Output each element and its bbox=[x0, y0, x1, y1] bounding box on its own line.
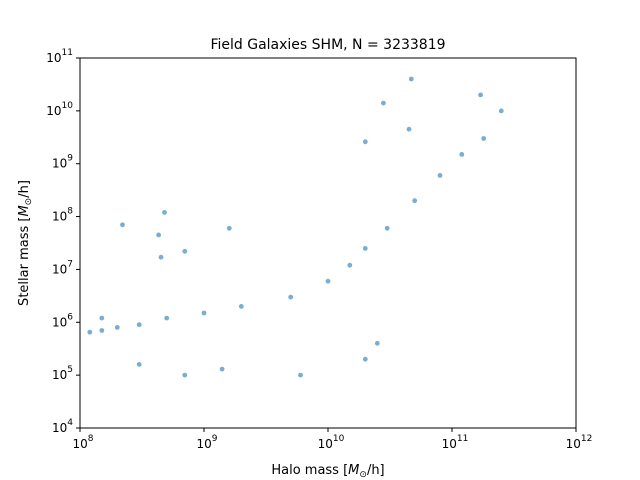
data-point bbox=[136, 362, 142, 367]
data-point bbox=[99, 328, 105, 333]
data-point bbox=[412, 198, 418, 204]
data-point bbox=[408, 76, 414, 82]
y-axis-label: Stellar mass [M⊙/h] bbox=[17, 180, 34, 306]
data-point bbox=[238, 304, 244, 309]
data-point bbox=[158, 254, 164, 260]
data-point bbox=[478, 92, 483, 98]
data-point bbox=[374, 340, 380, 346]
data-point bbox=[437, 173, 443, 178]
scatter-points bbox=[87, 76, 504, 378]
chart-title: Field Galaxies SHM, N = 3233819 bbox=[210, 37, 445, 53]
data-point bbox=[362, 356, 368, 362]
data-point bbox=[459, 152, 465, 157]
data-point bbox=[381, 100, 386, 106]
data-point bbox=[156, 232, 162, 238]
data-point bbox=[99, 315, 105, 321]
data-point bbox=[182, 248, 188, 254]
data-point bbox=[498, 108, 504, 114]
data-point bbox=[325, 278, 331, 284]
data-point bbox=[120, 222, 125, 228]
x-axis-label: Halo mass [M⊙/h] bbox=[271, 463, 384, 480]
data-point bbox=[362, 246, 368, 251]
data-point bbox=[406, 126, 412, 132]
data-point bbox=[136, 322, 142, 328]
data-point bbox=[347, 262, 353, 268]
data-point bbox=[481, 136, 487, 141]
data-point bbox=[87, 329, 93, 335]
data-point bbox=[288, 294, 294, 300]
data-point bbox=[201, 310, 207, 316]
data-point bbox=[162, 210, 167, 215]
data-point bbox=[362, 139, 368, 145]
data-point bbox=[114, 325, 120, 330]
data-point bbox=[226, 225, 232, 231]
data-point bbox=[164, 315, 170, 321]
data-point bbox=[182, 372, 188, 378]
data-point bbox=[384, 225, 390, 231]
data-point bbox=[298, 372, 303, 378]
data-point bbox=[219, 366, 225, 372]
